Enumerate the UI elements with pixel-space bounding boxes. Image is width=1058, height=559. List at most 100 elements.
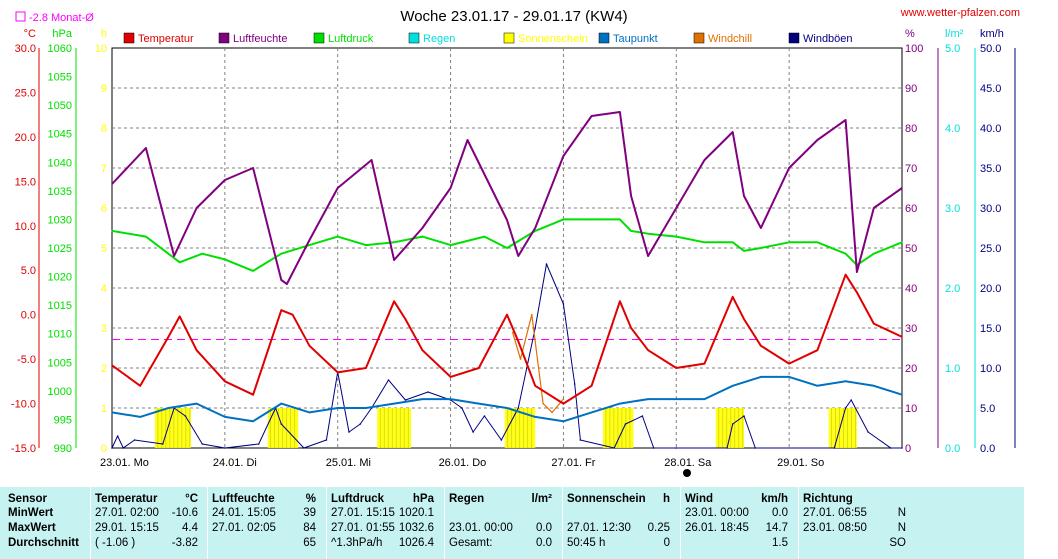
wind-axis-tick: 5.0 <box>980 403 995 415</box>
stats-column-divider <box>207 487 208 559</box>
luftdruck-series-point <box>336 235 339 238</box>
sunshine-block <box>828 408 857 448</box>
temperatur-series-point <box>856 291 858 294</box>
site-link[interactable]: www.wetter-pfalzen.com <box>900 7 1020 19</box>
temp-axis-tick: 30.0 <box>15 43 36 55</box>
header-rain-unit: l/m² <box>531 493 552 505</box>
header-wind-unit: km/h <box>761 493 788 505</box>
stat-cell-wind-v: 1.5 <box>772 537 788 549</box>
stats-column-divider <box>326 487 327 559</box>
luftfeuchte-series-point <box>619 111 621 113</box>
windchill-series-point <box>542 402 544 405</box>
legend-swatch <box>408 32 420 44</box>
x-day-label: 27.01. Fr <box>551 457 595 469</box>
taupunkt-series-point <box>788 376 790 378</box>
stat-cell-temp-v: 4.4 <box>182 522 198 534</box>
windchill-series-point <box>551 411 553 414</box>
x-day-label: 24.01. Di <box>213 457 257 469</box>
luftdruck-series-point <box>449 244 452 246</box>
temperatur-series-point <box>195 349 198 352</box>
luftfeuchte-series-point <box>703 159 706 161</box>
taupunkt-series-point <box>421 398 424 400</box>
taupunkt-series-point <box>449 398 452 400</box>
stat-cell-rain-v: 0.0 <box>536 522 552 534</box>
temperatur-series-point <box>844 273 847 276</box>
windboeen-series-point <box>111 447 113 449</box>
luftdruck-series-point <box>788 241 790 244</box>
luftfeuchte-series-point <box>562 155 565 157</box>
temperatur-series-point <box>477 367 480 369</box>
luftdruck-series-point <box>506 247 508 249</box>
header-sun-unit: h <box>662 493 670 505</box>
luftdruck-series-point <box>308 244 311 246</box>
luftfeuchte-series-point <box>844 119 847 121</box>
humidity-axis-tick: 100 <box>905 43 923 55</box>
luftdruck-series-point <box>562 218 565 221</box>
temp-axis-tick: 10.0 <box>15 221 36 233</box>
windboeen-series-point <box>754 447 757 449</box>
legend-label: Temperatur <box>138 33 194 45</box>
luftdruck-series-point <box>483 235 486 238</box>
luftdruck-series-point <box>178 261 181 264</box>
sun-axis-tick: 7 <box>101 163 107 175</box>
stats-column-divider <box>680 487 681 559</box>
luftfeuchte-series <box>111 111 903 285</box>
taupunkt-series-point <box>308 411 311 414</box>
stat-cell-temp-v: -3.82 <box>171 537 198 549</box>
windboeen-series-point <box>844 407 847 409</box>
legend-swatch <box>693 32 705 44</box>
sun-axis-tick: 8 <box>101 123 107 135</box>
stat-cell-sun-t: 50:45 h <box>567 537 606 549</box>
taupunkt-series-point <box>731 384 734 387</box>
taupunkt-series-point <box>195 402 198 405</box>
windboeen-series-point <box>867 431 869 433</box>
taupunkt-series-point <box>647 398 649 400</box>
wind-axis-tick: 50.0 <box>980 43 1001 55</box>
humidity-axis-tick: 80 <box>905 123 917 135</box>
windboeen-series-point <box>726 447 728 449</box>
taupunkt-series-point <box>760 376 762 378</box>
rain-axis-tick: 1.0 <box>945 363 960 375</box>
taupunkt-series-point <box>280 402 283 405</box>
sunshine-block <box>377 408 412 448</box>
legend-label: Luftdruck <box>328 33 374 45</box>
stat-cell-press-v: 1020.1 <box>398 507 434 519</box>
wind-axis-tick: 40.0 <box>980 123 1001 135</box>
sunshine-block <box>715 408 744 448</box>
temp-axis-tick: 20.0 <box>15 132 36 144</box>
temperatur-series-point <box>291 313 294 316</box>
temperatur-series-point <box>178 315 181 318</box>
windboeen-series-point <box>624 423 627 425</box>
pressure-axis-tick: 1020 <box>48 272 72 284</box>
luftdruck-series-point <box>365 244 367 246</box>
humidity-axis-tick: 10 <box>905 403 917 415</box>
legend-label: Windböen <box>803 33 853 45</box>
wind-axis-tick: 0.0 <box>980 443 995 455</box>
header-wind: Wind <box>685 493 713 505</box>
windchill-series-point <box>562 398 565 400</box>
taupunkt-series-point <box>252 420 254 423</box>
windboeen-series-point <box>461 407 463 409</box>
sunshine-block <box>154 408 191 448</box>
windboeen-series-point <box>889 447 892 449</box>
legend-label: Windchill <box>708 33 752 45</box>
temperatur-series-point <box>743 318 745 320</box>
humidity-axis-tick: 60 <box>905 203 917 215</box>
rain-axis-unit: l/m² <box>945 28 964 40</box>
luftfeuchte-series-point <box>872 207 875 209</box>
temp-axis-tick: 25.0 <box>15 87 36 99</box>
temperatur-series-point <box>731 296 734 298</box>
pressure-axis-tick: 1030 <box>48 214 72 226</box>
temperatur-series-point <box>872 322 875 325</box>
windboeen-series-point <box>562 303 565 305</box>
luftfeuchte-series-point <box>534 227 537 229</box>
taupunkt-series-point <box>619 402 621 405</box>
temperatur-series-point <box>517 340 520 343</box>
taupunkt-series-point <box>901 393 903 396</box>
luftdruck-series-point <box>816 241 819 244</box>
header-press: Luftdruck <box>331 493 385 505</box>
temperatur-series-point <box>404 318 407 320</box>
stat-cell-dir-t: 27.01. 06:55 <box>803 507 867 519</box>
luftfeuchte-series-point <box>286 283 288 285</box>
